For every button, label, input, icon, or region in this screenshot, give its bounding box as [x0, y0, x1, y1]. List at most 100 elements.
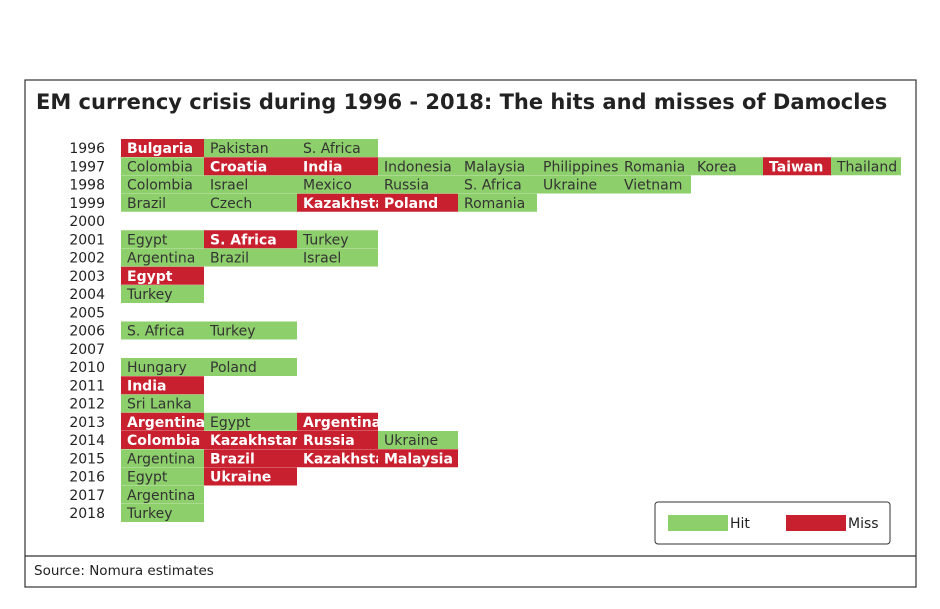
legend-swatch	[668, 515, 728, 531]
country-cell	[297, 431, 378, 449]
country-cell	[378, 175, 458, 194]
country-label: Brazil	[210, 451, 255, 467]
source: Source: Nomura estimates	[34, 563, 214, 579]
year-label: 2010	[69, 360, 105, 376]
country-cell	[204, 230, 297, 249]
country-cell	[297, 157, 378, 176]
country-label: Pakistan	[210, 141, 269, 157]
country-cell	[121, 358, 204, 376]
country-cell	[378, 449, 458, 468]
country-label: Argentina	[127, 251, 195, 267]
country-label: Kazakhstan	[303, 451, 395, 467]
country-label: Vietnam	[624, 178, 682, 194]
country-cell	[121, 449, 204, 468]
country-label: Poland	[384, 196, 438, 212]
year-label: 1997	[69, 159, 105, 175]
year-label: 2013	[69, 415, 105, 431]
country-label: Mexico	[303, 178, 352, 194]
country-cell	[121, 394, 204, 413]
country-label: S. Africa	[127, 324, 185, 340]
year-label: 2016	[69, 470, 105, 486]
country-label: Croatia	[210, 159, 267, 175]
country-cell	[121, 376, 204, 395]
country-label: Poland	[210, 360, 257, 376]
country-cell	[121, 285, 204, 303]
country-cell	[618, 157, 691, 176]
country-label: Taiwan	[769, 159, 823, 175]
country-cell	[618, 175, 691, 194]
country-label: Czech	[210, 196, 252, 212]
country-cell	[204, 321, 297, 340]
country-cell	[121, 431, 204, 449]
country-cell	[831, 157, 901, 176]
country-label: Ukraine	[210, 470, 271, 486]
country-cell	[297, 175, 378, 194]
legend-label: Miss	[848, 516, 879, 532]
country-label: Argentina	[127, 488, 195, 504]
year-label: 1999	[69, 196, 105, 212]
country-label: Russia	[303, 433, 355, 449]
country-cell	[297, 230, 378, 249]
country-cell	[204, 467, 297, 486]
country-cell	[537, 157, 618, 176]
country-label: Philippines	[543, 159, 618, 175]
legend-box	[654, 501, 891, 545]
country-label: Argentina	[127, 451, 195, 467]
country-cell	[204, 412, 297, 431]
legend-swatch	[786, 515, 846, 531]
country-label: Korea	[697, 159, 737, 175]
country-cell	[458, 175, 537, 194]
country-label: India	[303, 159, 342, 175]
year-label: 2011	[69, 378, 105, 394]
country-cell	[121, 193, 204, 212]
country-cell	[378, 431, 458, 449]
country-label: Egypt	[127, 269, 173, 285]
country-cell	[204, 193, 297, 212]
legend-label: Hit	[730, 516, 750, 532]
country-cell	[204, 431, 297, 449]
country-cell	[378, 193, 458, 212]
frame	[24, 79, 917, 588]
country-label: S. Africa	[303, 141, 361, 157]
country-cell	[204, 358, 297, 376]
country-label: Sri Lanka	[127, 397, 192, 413]
country-label: S. Africa	[210, 232, 277, 248]
year-label: 2007	[69, 342, 105, 358]
country-cell	[763, 157, 831, 176]
country-cell	[121, 485, 204, 504]
country-cell	[297, 449, 378, 468]
country-cell	[204, 248, 297, 267]
country-label: Romania	[624, 159, 685, 175]
country-label: Colombia	[127, 433, 200, 449]
country-cell	[204, 449, 297, 468]
country-label: Hungary	[127, 360, 187, 376]
country-label: Egypt	[210, 415, 251, 431]
country-cell	[297, 139, 378, 157]
year-label: 1996	[69, 141, 105, 157]
country-label: Egypt	[127, 470, 168, 486]
country-label: Indonesia	[384, 159, 452, 175]
year-label: 2004	[69, 287, 105, 303]
country-label: Malaysia	[464, 159, 525, 175]
year-label: 2014	[69, 433, 105, 449]
country-cell	[204, 139, 297, 157]
country-cell	[537, 175, 618, 194]
country-cell	[121, 230, 204, 249]
country-cell	[121, 504, 204, 522]
country-label: Brazil	[127, 196, 166, 212]
country-label: Bulgaria	[127, 141, 193, 157]
country-cell	[121, 248, 204, 267]
year-label: 2018	[69, 506, 105, 522]
year-label: 2012	[69, 397, 105, 413]
country-cell	[458, 193, 537, 212]
country-label: Malaysia	[384, 451, 453, 467]
country-label: Kazakhstan	[303, 196, 395, 212]
country-cell	[121, 266, 204, 285]
year-label: 2002	[69, 251, 105, 267]
country-label: Egypt	[127, 232, 168, 248]
year-label: 2000	[69, 214, 105, 230]
country-label: Argentina	[127, 415, 205, 431]
country-label: Turkey	[126, 287, 173, 303]
country-cell	[458, 157, 537, 176]
